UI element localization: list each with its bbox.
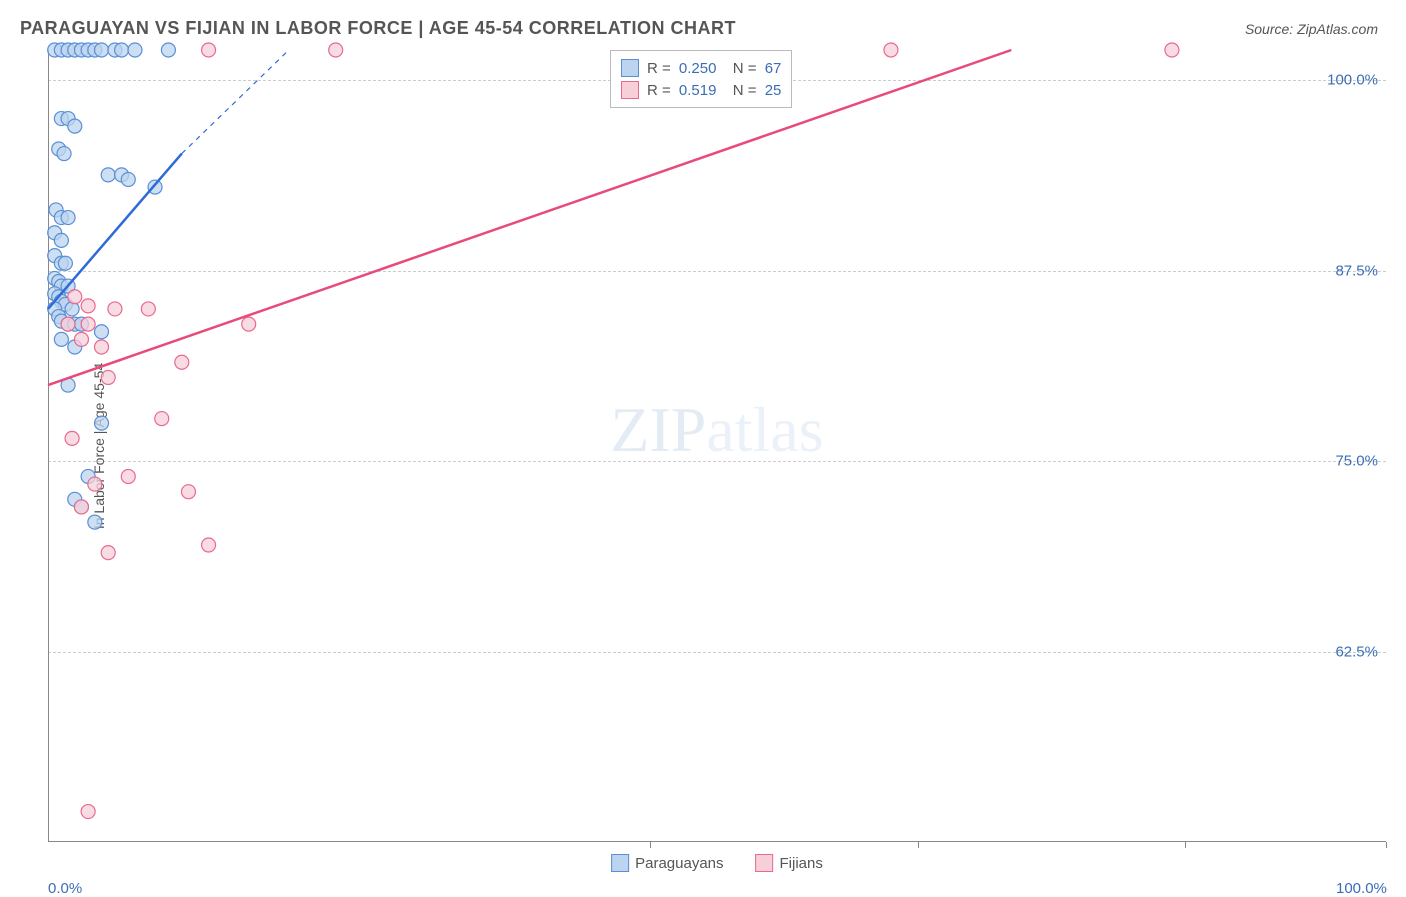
fijians-point xyxy=(155,412,169,426)
paraguayans-point xyxy=(54,233,68,247)
paraguayans-point xyxy=(65,302,79,316)
fijians-point xyxy=(202,43,216,57)
paraguayans-point xyxy=(61,211,75,225)
stats-legend: R = 0.250 N = 67R = 0.519 N = 25 xyxy=(610,50,792,108)
legend-item-fijians: Fijians xyxy=(756,854,823,872)
fijians-point xyxy=(95,340,109,354)
fijians-swatch xyxy=(621,81,639,99)
source-attribution: Source: ZipAtlas.com xyxy=(1245,21,1378,37)
fijians-point xyxy=(108,302,122,316)
fijians-point xyxy=(101,546,115,560)
fijians-point xyxy=(61,317,75,331)
source-name: ZipAtlas.com xyxy=(1297,21,1378,37)
ytick-label: 62.5% xyxy=(1335,643,1378,660)
fijians-n-value: N = 25 xyxy=(724,82,781,99)
fijians-r-value: R = 0.519 xyxy=(647,82,716,99)
fijians-point xyxy=(242,317,256,331)
paraguayans-point xyxy=(88,515,102,529)
fijians-point xyxy=(101,370,115,384)
fijians-point xyxy=(74,332,88,346)
paraguayans-r-value: R = 0.250 xyxy=(647,60,716,77)
paraguayans-point xyxy=(101,168,115,182)
paraguayans-point xyxy=(58,256,72,270)
xtick-mark xyxy=(1185,842,1186,848)
page-title: PARAGUAYAN VS FIJIAN IN LABOR FORCE | AG… xyxy=(20,18,736,39)
source-prefix: Source: xyxy=(1245,21,1297,37)
ytick-label: 100.0% xyxy=(1327,72,1378,89)
fijians-legend-label: Fijians xyxy=(780,855,823,872)
paraguayans-point xyxy=(95,416,109,430)
fijians-point xyxy=(81,317,95,331)
fijians-point xyxy=(202,538,216,552)
ytick-label: 87.5% xyxy=(1335,262,1378,279)
xtick-mark xyxy=(650,842,651,848)
paraguayans-point xyxy=(161,43,175,57)
paraguayans-point xyxy=(95,325,109,339)
fijians-point xyxy=(181,485,195,499)
legend-item-paraguayans: Paraguayans xyxy=(611,854,723,872)
paraguayans-trendline-dashed xyxy=(182,50,289,154)
paraguayans-point xyxy=(57,147,71,161)
fijians-point xyxy=(74,500,88,514)
xtick-mark xyxy=(1386,842,1387,848)
paraguayans-point xyxy=(128,43,142,57)
correlation-chart: In Labor Force | Age 45-54 ZIPatlas R = … xyxy=(48,50,1386,842)
fijians-point xyxy=(329,43,343,57)
paraguayans-n-value: N = 67 xyxy=(724,60,781,77)
fijians-point xyxy=(1165,43,1179,57)
paraguayans-point xyxy=(115,43,129,57)
fijians-trendline xyxy=(48,50,1011,385)
paraguayans-point xyxy=(95,43,109,57)
stats-legend-row: R = 0.250 N = 67 xyxy=(621,57,781,79)
fijians-point xyxy=(175,355,189,369)
paraguayans-point xyxy=(121,172,135,186)
fijians-point xyxy=(81,299,95,313)
fijians-legend-swatch xyxy=(756,854,774,872)
paraguayans-swatch xyxy=(621,59,639,77)
paraguayans-point xyxy=(54,332,68,346)
ytick-label: 75.0% xyxy=(1335,453,1378,470)
paraguayans-point xyxy=(68,119,82,133)
xtick-label: 0.0% xyxy=(48,880,82,897)
fijians-point xyxy=(88,477,102,491)
stats-legend-row: R = 0.519 N = 25 xyxy=(621,79,781,101)
paraguayans-legend-swatch xyxy=(611,854,629,872)
fijians-point xyxy=(65,431,79,445)
fijians-point xyxy=(141,302,155,316)
fijians-point xyxy=(121,469,135,483)
xtick-label: 100.0% xyxy=(1336,880,1387,897)
fijians-point xyxy=(81,805,95,819)
fijians-point xyxy=(68,290,82,304)
paraguayans-legend-label: Paraguayans xyxy=(635,855,723,872)
series-legend: Paraguayans Fijians xyxy=(611,854,823,872)
xtick-mark xyxy=(918,842,919,848)
plot-svg xyxy=(48,50,1386,842)
fijians-point xyxy=(884,43,898,57)
